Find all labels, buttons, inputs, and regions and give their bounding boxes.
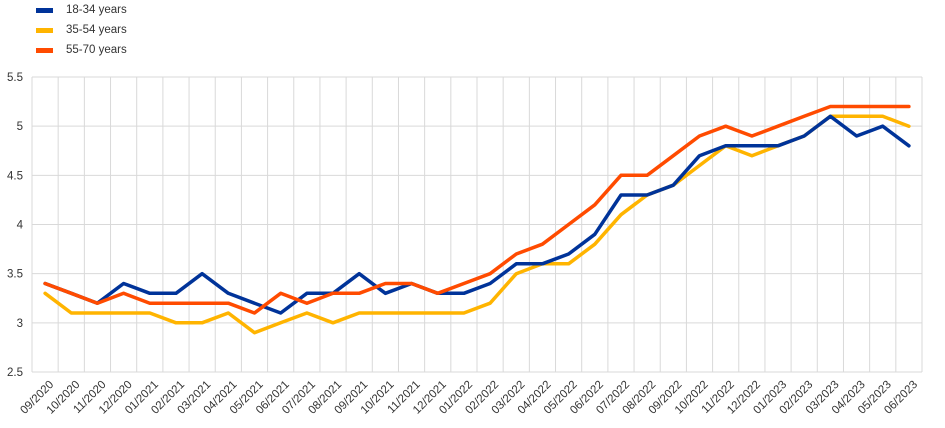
legend-item-18-34: 18-34 years (36, 0, 127, 20)
y-tick-label: 2.5 (7, 367, 23, 379)
legend-swatch-55-70 (36, 47, 53, 53)
y-tick-label: 4.5 (7, 170, 23, 182)
legend-label-55-70: 55-70 years (66, 44, 127, 56)
series-line-35-54-years (43, 114, 911, 335)
y-tick-label: 3.5 (7, 269, 23, 281)
y-tick-label: 3 (17, 318, 23, 330)
series-line-55-70-years (43, 104, 911, 315)
y-tick-label: 5 (17, 121, 23, 133)
legend-label-35-54: 35-54 years (66, 24, 127, 36)
legend-item-35-54: 35-54 years (36, 20, 127, 40)
legend-label-18-34: 18-34 years (66, 4, 127, 16)
legend-item-55-70: 55-70 years (36, 40, 127, 60)
y-tick-label: 4 (17, 220, 24, 232)
legend-swatch-35-54 (36, 27, 53, 33)
series-line-18-34-years (43, 114, 911, 315)
y-tick-label: 5.5 (7, 72, 23, 84)
legend: 18-34 years 35-54 years 55-70 years (36, 0, 127, 60)
legend-swatch-18-34 (36, 7, 53, 13)
